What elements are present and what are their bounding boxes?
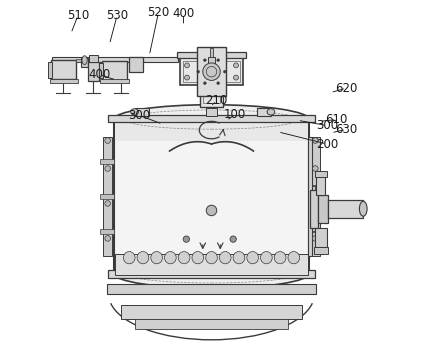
Ellipse shape — [267, 109, 275, 115]
Ellipse shape — [137, 252, 149, 264]
Bar — [310, 186, 317, 232]
Ellipse shape — [261, 252, 272, 264]
Text: 510: 510 — [67, 9, 89, 22]
Circle shape — [185, 75, 190, 80]
Circle shape — [234, 75, 238, 80]
Ellipse shape — [165, 252, 176, 264]
Bar — [315, 171, 327, 177]
Bar — [114, 120, 309, 273]
Ellipse shape — [123, 252, 135, 264]
Bar — [311, 137, 320, 256]
Bar — [200, 64, 223, 107]
Text: 400: 400 — [172, 7, 194, 20]
Circle shape — [313, 138, 318, 143]
Bar — [121, 305, 302, 319]
Bar — [99, 194, 114, 199]
Circle shape — [105, 236, 111, 241]
Bar — [89, 55, 98, 62]
Ellipse shape — [219, 252, 231, 264]
Bar — [313, 247, 328, 253]
Text: 300: 300 — [128, 109, 150, 122]
Bar — [99, 229, 114, 234]
Bar — [208, 57, 215, 71]
Bar — [206, 108, 217, 116]
Bar — [107, 284, 317, 294]
Bar — [257, 108, 271, 116]
Ellipse shape — [359, 201, 367, 216]
Bar — [108, 115, 315, 122]
Bar — [318, 195, 328, 223]
Text: 520: 520 — [147, 6, 170, 19]
Circle shape — [313, 201, 318, 206]
Ellipse shape — [114, 105, 309, 134]
Bar — [99, 62, 103, 78]
Circle shape — [197, 70, 200, 73]
Ellipse shape — [233, 252, 245, 264]
Bar — [135, 108, 149, 116]
Bar — [103, 137, 112, 256]
Bar — [102, 61, 127, 80]
Bar — [88, 62, 99, 81]
Ellipse shape — [274, 252, 286, 264]
Bar — [115, 123, 308, 140]
Bar — [315, 228, 327, 247]
Circle shape — [105, 166, 111, 171]
Bar — [115, 254, 308, 275]
Bar — [308, 137, 312, 256]
Bar — [180, 58, 243, 85]
Ellipse shape — [114, 259, 309, 288]
Circle shape — [234, 63, 238, 68]
Circle shape — [203, 59, 206, 61]
Text: 400: 400 — [88, 68, 111, 81]
Circle shape — [203, 82, 206, 85]
Bar — [328, 200, 363, 218]
Text: 620: 620 — [335, 81, 357, 95]
Circle shape — [105, 138, 111, 143]
Bar — [317, 176, 325, 195]
Bar — [129, 57, 143, 72]
Bar — [197, 47, 226, 96]
Bar — [108, 270, 315, 278]
Text: 210: 210 — [205, 94, 228, 107]
Bar — [81, 58, 88, 67]
Circle shape — [105, 201, 111, 206]
Circle shape — [223, 70, 226, 73]
Circle shape — [313, 166, 318, 171]
Circle shape — [185, 63, 190, 68]
Circle shape — [206, 205, 217, 216]
Text: 300: 300 — [316, 119, 338, 132]
Ellipse shape — [247, 252, 258, 264]
Bar — [210, 48, 213, 57]
Bar — [310, 190, 318, 228]
Ellipse shape — [288, 252, 300, 264]
Bar — [177, 52, 246, 58]
Ellipse shape — [192, 252, 204, 264]
Text: 630: 630 — [335, 123, 357, 136]
Circle shape — [217, 59, 219, 61]
Bar — [48, 62, 52, 78]
Text: 530: 530 — [106, 9, 128, 22]
Circle shape — [313, 236, 318, 241]
Circle shape — [203, 63, 220, 80]
Bar — [135, 319, 289, 329]
Bar — [183, 61, 240, 82]
Bar — [52, 57, 178, 62]
Bar — [99, 159, 114, 164]
Bar — [203, 74, 220, 103]
Bar — [76, 59, 81, 61]
Circle shape — [230, 236, 236, 242]
Ellipse shape — [131, 109, 139, 115]
Text: 610: 610 — [325, 113, 348, 126]
Circle shape — [183, 236, 190, 242]
Bar — [50, 79, 78, 83]
Ellipse shape — [206, 252, 218, 264]
Circle shape — [217, 82, 219, 85]
Text: 200: 200 — [316, 138, 338, 151]
Ellipse shape — [178, 252, 190, 264]
Bar — [52, 60, 76, 79]
Ellipse shape — [82, 56, 87, 65]
Ellipse shape — [151, 252, 163, 264]
Text: 100: 100 — [224, 108, 246, 121]
Bar — [100, 79, 129, 83]
